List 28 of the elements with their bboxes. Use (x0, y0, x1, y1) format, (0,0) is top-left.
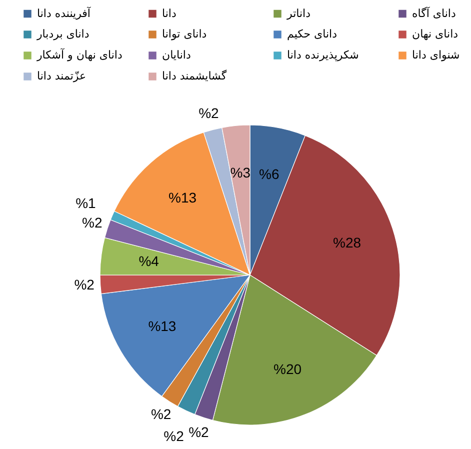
legend-label: شنوای دانا (412, 48, 460, 62)
legend-label: گشایشمند دانا (162, 70, 228, 82)
legend-label: شکرپذیرنده دانا (287, 48, 359, 62)
data-label: %13 (148, 318, 176, 334)
data-label: %2 (198, 105, 220, 122)
data-label: %28 (332, 234, 362, 250)
legend-label: دانا (162, 6, 176, 20)
data-label: %6 (258, 166, 280, 182)
legend-label: دانای بردبار (36, 28, 90, 40)
legend-label: دانای حکیم (287, 28, 338, 40)
data-label: %2 (82, 214, 102, 231)
legend-label: دانای نهان (412, 28, 458, 40)
legend-label: دانای نهان و آشکار (36, 48, 122, 62)
data-label: %2 (188, 424, 210, 440)
data-label: %4 (138, 253, 160, 270)
data-label: %3 (230, 164, 251, 180)
legend-label: آفریننده دانا (37, 6, 92, 20)
legend-label: داناتر (286, 6, 311, 20)
legend-label: عزّتمند دانا (37, 70, 86, 82)
data-label: %2 (164, 428, 184, 444)
legend-label: دانای توانا (162, 28, 207, 40)
data-label: %1 (76, 194, 96, 211)
data-label: %13 (168, 189, 197, 206)
legend-label: دانای آگاه (412, 6, 456, 20)
data-label: %2 (74, 276, 95, 292)
legend-label: دانایان (162, 48, 191, 62)
data-label: %20 (274, 360, 302, 377)
data-label: %2 (150, 406, 172, 422)
